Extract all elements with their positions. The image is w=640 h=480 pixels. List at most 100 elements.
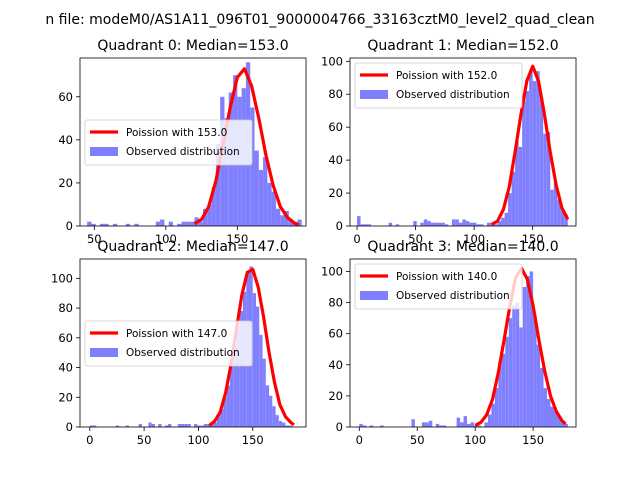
quadrant-2-hist-bar (229, 363, 234, 427)
quadrant-2-axes (79, 258, 307, 428)
quadrant-1-hist-bar (462, 219, 466, 226)
quadrant-0-hist-bar (250, 107, 255, 226)
quadrant-1-ytick-label: 100 (321, 54, 343, 68)
quadrant-0-hist-bar (280, 215, 285, 226)
quadrant-2-panel: Quadrant 2: Median=147.0 0 50 100 150 0 20 40 60… (51, 239, 307, 447)
quadrant-2-hist-bar (138, 424, 142, 427)
quadrant-0-ytick-label: 20 (58, 176, 73, 190)
quadrant-0-hist-bar (271, 191, 276, 226)
quadrant-1-hist-bar (515, 140, 519, 226)
quadrant-3-panel: Quadrant 3: Median=140.0 0 50 100 150 0 20 40 60… (321, 239, 577, 447)
quadrant-2-hist-bar (125, 425, 129, 427)
legend-hist-label: Observed distribution (396, 89, 510, 101)
quadrant-2-poisson-curve (208, 267, 295, 427)
quadrant-2-hist-bar (89, 425, 94, 427)
quadrant-0-hist-bar (168, 221, 173, 226)
quadrant-0-hist-bar (203, 208, 208, 226)
quadrant-0-hist-bar (224, 118, 229, 226)
quadrant-3-hist-bar (540, 367, 544, 427)
quadrant-1-hist-bar (553, 183, 558, 226)
quadrant-0-ytick-label: 40 (58, 133, 73, 147)
quadrant-3-hist-bar (515, 302, 520, 427)
quadrant-3-xtick-label: 0 (356, 433, 363, 447)
quadrant-3-hist-bar (553, 411, 558, 427)
quadrant-0-hist-bar (207, 204, 212, 226)
legend-hist-label: Observed distribution (126, 347, 240, 359)
quadrant-1-panel: Quadrant 1: Median=152.0 0 50 100 150 0 20 40 60… (321, 38, 577, 246)
quadrant-1-ytick-label: 60 (328, 120, 343, 134)
quadrant-1-hist-bar (458, 222, 463, 226)
quadrant-3-xtick-label: 50 (410, 433, 425, 447)
quadrant-3-hist-bar (501, 353, 506, 427)
quadrant-2-ytick-label: 80 (58, 301, 73, 315)
quadrant-2-hist-bar (256, 306, 260, 427)
quadrant-0-poisson-curve (193, 67, 300, 227)
quadrant-1-hist-bar (543, 133, 547, 226)
quadrant-0-hist-bar (198, 221, 204, 226)
quadrant-0-hist-bar (160, 219, 165, 226)
quadrant-2-ytick-label: 0 (66, 420, 73, 434)
quadrant-1-hist-bar (430, 222, 435, 226)
quadrant-2-xtick-label: 150 (242, 433, 264, 447)
quadrant-3-hist-bar (470, 422, 475, 427)
quadrant-2-xtick-label: 50 (137, 433, 152, 447)
quadrant-0-hist-bar (134, 223, 139, 226)
quadrant-1-hist-bar (501, 217, 505, 226)
quadrant-3-hist-bar (435, 423, 440, 427)
quadrant-2-ytick-label: 60 (58, 331, 73, 345)
quadrant-0-title: Quadrant 0: Median=153.0 (97, 38, 288, 54)
legend-hist-label: Observed distribution (126, 146, 240, 158)
quadrant-3-hist-bar (547, 399, 551, 427)
quadrant-1-hist-bar (479, 224, 484, 226)
quadrant-3-hist-bar (519, 327, 523, 427)
quadrant-1-hist-bar (437, 222, 442, 226)
quadrant-1-hist-bar (367, 224, 372, 226)
quadrant-0-hist-bar (104, 223, 109, 226)
legend-frame (84, 119, 253, 166)
quadrant-2-hist-bar (233, 345, 237, 427)
quadrant-0-axes (79, 57, 307, 227)
quadrant-2-hist-bar (158, 424, 162, 427)
legend-curve-label: Poission with 152.0 (396, 70, 497, 82)
quadrant-1-hist-bar (546, 132, 551, 226)
quadrant-2-hist-bar (115, 425, 120, 427)
legend-hist-label: Observed distribution (396, 290, 510, 302)
quadrant-1-hist-bar (441, 222, 445, 226)
quadrant-0-hist-bar (112, 223, 118, 226)
quadrant-2-hist-bar (239, 311, 243, 427)
quadrant-3-hist-bar (359, 423, 363, 427)
quadrant-1-hist-bar (539, 97, 544, 226)
quadrant-3-hist-bar (467, 423, 471, 427)
quadrant-1-hist-bar (360, 224, 365, 226)
quadrant-0-xtick-label: 100 (155, 232, 177, 246)
quadrant-0-hist-bar (177, 223, 182, 226)
quadrant-1-hist-bar (529, 69, 533, 226)
quadrant-2-hist-bar (207, 424, 211, 427)
quadrant-3-ytick-label: 0 (336, 420, 343, 434)
quadrant-1-hist-bar (423, 219, 428, 226)
legend-curve-label: Poission with 147.0 (126, 328, 227, 340)
quadrant-2-hist-bar (265, 385, 270, 427)
quadrant-1-hist-bar (472, 222, 477, 226)
quadrant-0-panel: Quadrant 0: Median=153.0 50 100 150 0 20 40 60 P… (58, 38, 307, 246)
quadrant-2-hist-bar (262, 358, 266, 427)
quadrant-1-axes (349, 57, 577, 227)
quadrant-3-hist-bar (512, 305, 516, 427)
quadrant-0-hist-bar (185, 221, 191, 226)
quadrant-0-hist-bar (87, 221, 92, 226)
quadrant-1-hist-bar (357, 216, 361, 226)
quadrant-3-ytick-label: 100 (321, 264, 343, 278)
quadrant-0-hist-bar (254, 150, 259, 226)
quadrant-3-hist-bar (487, 414, 492, 427)
quadrant-1-hist-bar (455, 219, 459, 226)
quadrant-2-hist-bar (187, 424, 191, 427)
quadrant-1-hist-bar (395, 224, 400, 226)
quadrant-2-hist-bar (184, 424, 188, 427)
quadrant-3-hist-bar (428, 420, 433, 427)
quadrant-0-hist-bar (190, 221, 195, 226)
quadrant-2-xtick-label: 100 (187, 433, 209, 447)
quadrant-3-hist-bar (411, 419, 415, 427)
quadrant-0-legend: Poission with 153.0 Observed distribution (84, 119, 253, 166)
quadrant-0-hist-bar (297, 219, 302, 226)
quadrant-1-hist-bar (413, 221, 417, 226)
